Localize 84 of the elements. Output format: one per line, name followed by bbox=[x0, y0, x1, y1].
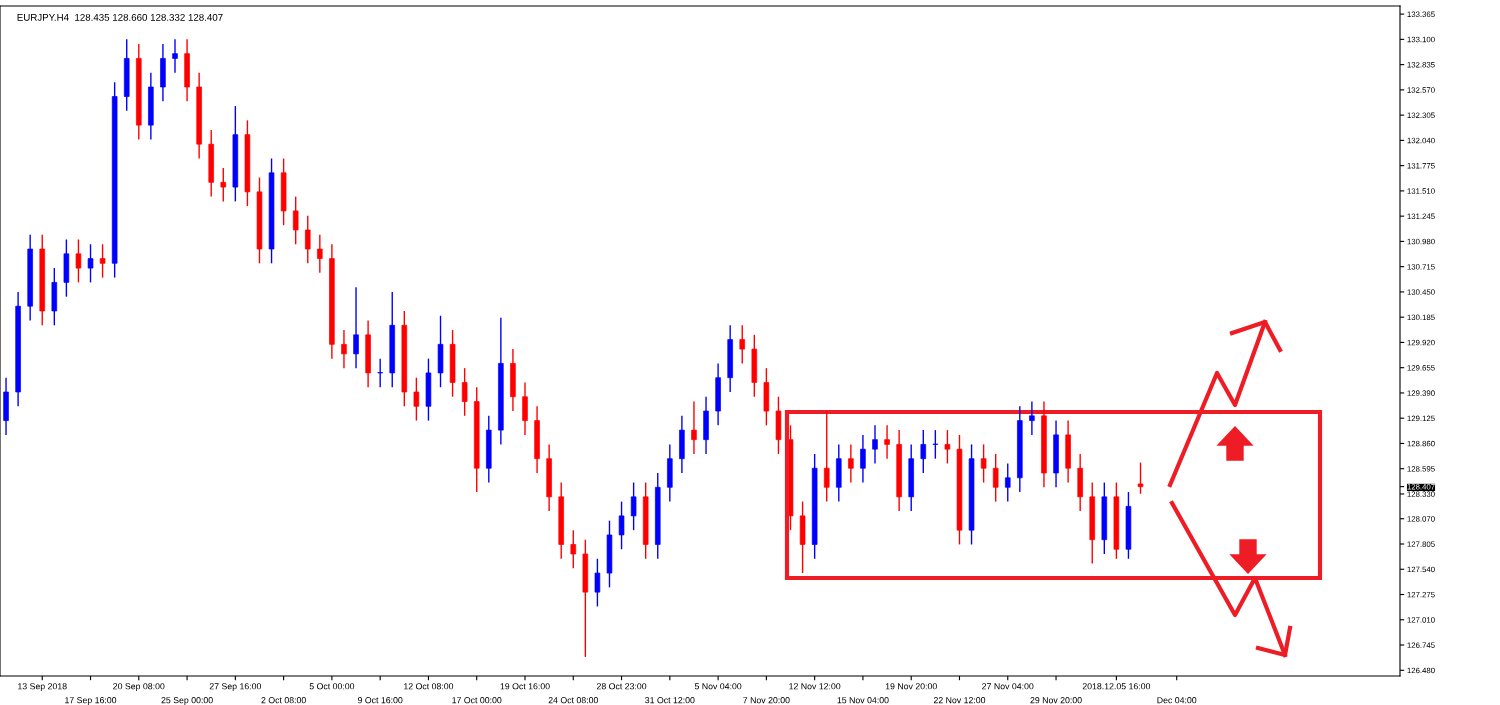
candlestick bbox=[570, 529, 577, 569]
candlestick bbox=[956, 434, 963, 546]
candlestick bbox=[304, 214, 311, 265]
candlestick bbox=[1137, 461, 1144, 495]
x-tick-label: 29 Nov 20:00 bbox=[1030, 697, 1082, 704]
candlestick bbox=[63, 238, 70, 298]
x-tick-label: 15 Nov 04:00 bbox=[837, 697, 889, 704]
candlestick bbox=[811, 453, 818, 560]
candlestick bbox=[377, 357, 383, 388]
x-tick-label: 2 Oct 08:00 bbox=[261, 697, 306, 704]
candlestick bbox=[401, 310, 408, 407]
candlestick bbox=[449, 329, 456, 398]
x-tick-label: 9 Oct 16:00 bbox=[357, 697, 403, 704]
candlestick bbox=[980, 443, 987, 484]
candlestick bbox=[123, 38, 130, 112]
candlestick bbox=[1113, 481, 1120, 560]
candlestick bbox=[618, 500, 625, 550]
candlestick bbox=[51, 267, 58, 326]
x-tick-label: 31 Oct 12:00 bbox=[645, 697, 695, 704]
candlestick bbox=[582, 539, 589, 658]
candlestick bbox=[87, 243, 94, 284]
candlestick bbox=[280, 157, 287, 226]
x-tick-label: 22 Nov 12:00 bbox=[933, 697, 986, 704]
x-tick-label: 2018.12.05 16:00 bbox=[1082, 683, 1151, 690]
candlestick bbox=[136, 43, 142, 141]
candlestick bbox=[823, 410, 830, 503]
x-tick-label: 5 Oct 00:00 bbox=[309, 683, 355, 690]
candlestick bbox=[763, 367, 770, 427]
x-tick-label: 19 Nov 20:00 bbox=[885, 683, 937, 690]
candlestick bbox=[606, 519, 613, 589]
x-tick-label: Dec 04:00 bbox=[1157, 697, 1197, 704]
x-tick-label: 25 Sep 00:00 bbox=[161, 697, 213, 705]
candlestick bbox=[836, 443, 842, 503]
candlestick bbox=[208, 129, 214, 198]
candlestick bbox=[389, 291, 396, 388]
candlestick bbox=[594, 558, 601, 608]
candlestick bbox=[425, 357, 432, 422]
x-tick-label: 27 Nov 04:00 bbox=[982, 683, 1034, 690]
x-tick-label: 7 Nov 20:00 bbox=[743, 697, 790, 704]
candlestick bbox=[944, 429, 951, 465]
candlestick bbox=[1125, 491, 1132, 560]
candlestick bbox=[39, 234, 46, 326]
candlestick bbox=[486, 415, 492, 484]
candlestick bbox=[799, 500, 806, 574]
candlestick bbox=[751, 334, 758, 398]
x-tick-label: 13 Sep 2018 bbox=[18, 683, 67, 692]
candlestick bbox=[232, 105, 239, 203]
candlestick bbox=[642, 481, 649, 560]
candlestick bbox=[775, 396, 782, 455]
candlestick bbox=[968, 443, 975, 546]
candlestick bbox=[99, 243, 106, 279]
candlestick bbox=[292, 195, 299, 245]
x-tick-label: 12 Nov 12:00 bbox=[789, 683, 841, 690]
x-tick-label: 5 Nov 04:00 bbox=[694, 683, 742, 690]
candlestick bbox=[630, 481, 637, 531]
x-tick-label: 19 Oct 16:00 bbox=[500, 683, 550, 690]
candlestick bbox=[473, 386, 480, 493]
candlestick bbox=[932, 429, 939, 460]
candlestick bbox=[256, 176, 263, 265]
x-tick-label: 24 Oct 08:00 bbox=[548, 697, 598, 704]
candlestick bbox=[654, 472, 661, 560]
candlestick bbox=[992, 453, 999, 503]
candlestick bbox=[111, 81, 118, 279]
candlestick bbox=[413, 376, 420, 422]
candlestick bbox=[1101, 481, 1108, 555]
candlestick bbox=[1089, 481, 1096, 565]
x-tick-label: 27 Sep 16:00 bbox=[209, 683, 262, 692]
candlestick bbox=[920, 429, 927, 474]
candlestick bbox=[739, 324, 746, 365]
candlestick bbox=[244, 119, 251, 207]
candlestick bbox=[1004, 462, 1011, 503]
candlestick bbox=[75, 238, 82, 284]
candlestick bbox=[908, 443, 914, 512]
candlestick bbox=[558, 481, 564, 560]
text: EURJPY.H4 128.435 128.660 128.332 128.407 bbox=[17, 13, 223, 21]
candlestick bbox=[268, 157, 275, 265]
x-tick-label: 17 Sep 16:00 bbox=[65, 697, 117, 705]
candlestick bbox=[437, 315, 444, 388]
candlestick bbox=[220, 167, 227, 203]
x-tick-label: 17 Oct 00:00 bbox=[452, 697, 502, 704]
x-tick-label: 28 Oct 23:00 bbox=[596, 683, 647, 690]
x-tick-label: 20 Sep 08:00 bbox=[113, 683, 165, 692]
candlestick bbox=[461, 367, 468, 417]
x-tick-label: 12 Oct 08:00 bbox=[404, 683, 454, 690]
